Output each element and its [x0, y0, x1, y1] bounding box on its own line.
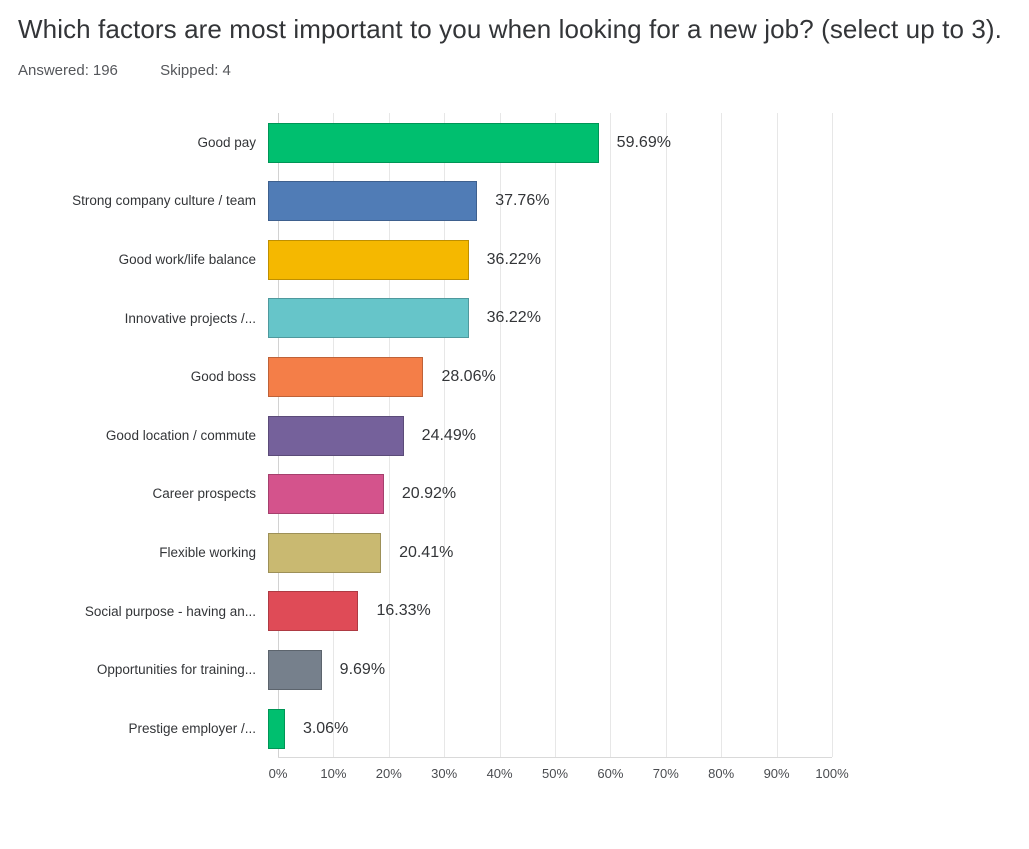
gridline [832, 113, 833, 758]
value-label: 20.92% [401, 485, 457, 503]
x-tick-label: 60% [597, 765, 624, 781]
bar[interactable] [268, 356, 424, 397]
gridline [444, 113, 446, 758]
category-label: Strong company culture / team [72, 193, 256, 209]
category-label: Prestige employer /... [128, 720, 256, 736]
bar-track: 16.33% [268, 582, 822, 641]
bar-row: Career prospects 20.92% [18, 465, 1008, 524]
x-tick-label: 20% [375, 765, 402, 781]
x-tick-label: 70% [652, 765, 679, 781]
value-label: 36.22% [486, 250, 541, 268]
bar-track: 9.69% [268, 641, 822, 700]
answer-stats: Answered: 196 Skipped: 4 [18, 62, 1011, 79]
bar-row: Good work/life balance 36.22% [18, 231, 1008, 290]
bar[interactable] [268, 415, 404, 456]
value-label: 36.22% [486, 309, 541, 327]
bar[interactable] [268, 181, 478, 222]
x-tick-label: 0% [268, 765, 288, 781]
category-label: Good location / commute [105, 427, 256, 443]
bar-row: Innovative projects /... 36.22% [18, 289, 1008, 348]
gridline [610, 113, 612, 758]
answered-label: Answered: [18, 62, 89, 80]
answered-value: 196 [92, 62, 118, 80]
x-axis: 0% 10% 20% 30% 40% 50% 60% 70% 80% 90% 100% [269, 765, 849, 790]
value-label: 37.76% [495, 192, 550, 210]
bar[interactable] [268, 122, 599, 163]
value-label: 28.06% [441, 367, 496, 385]
bar-track: 59.69% [268, 113, 822, 172]
bar-row: Opportunities for training... 9.69% [18, 641, 1008, 700]
bar-rows: Good pay 59.69% Strong company culture / t… [18, 113, 1008, 758]
bar-row: Good boss 28.06% [18, 348, 1008, 407]
bar-track: 36.22% [268, 289, 822, 348]
x-tick-label: 50% [541, 765, 569, 781]
category-label: Good work/life balance [118, 252, 256, 268]
value-label: 59.69% [616, 133, 671, 151]
gridline [721, 113, 723, 758]
bar[interactable] [268, 532, 382, 573]
value-label: 24.49% [421, 426, 476, 444]
bar[interactable] [268, 591, 359, 632]
bar[interactable] [268, 298, 469, 339]
category-label: Social purpose - having an... [84, 603, 256, 619]
bar-track: 20.92% [268, 465, 822, 524]
category-label: Good pay [197, 134, 256, 150]
bar-row: Good location / commute 24.49% [18, 406, 1008, 465]
bar-track: 37.76% [268, 172, 822, 231]
bar-track: 28.06% [268, 348, 822, 407]
gridline [499, 113, 501, 758]
bar-track: 20.41% [268, 523, 822, 582]
category-label: Good boss [190, 369, 256, 385]
value-label: 9.69% [339, 660, 386, 678]
question-title: Which factors are most important to you … [18, 14, 1002, 44]
value-label: 16.33% [376, 602, 431, 620]
skipped-value: 4 [222, 62, 231, 80]
x-tick-label: 30% [431, 765, 458, 781]
x-tick-label: 100% [815, 765, 849, 781]
x-tick-label: 10% [320, 765, 347, 781]
bar-row: Strong company culture / team 37.76% [18, 172, 1008, 231]
bar-chart: Good pay 59.69% Strong company culture / t… [18, 113, 1008, 790]
gridline [665, 113, 667, 758]
category-label: Opportunities for training... [96, 662, 256, 678]
bar-track: 3.06% [268, 699, 822, 758]
bar-row: Prestige employer /... 3.06% [18, 699, 1008, 758]
bar-row: Good pay 59.69% [18, 113, 1008, 172]
value-label: 3.06% [302, 719, 349, 737]
value-label: 20.41% [399, 543, 454, 561]
gridline [555, 113, 556, 758]
bar-track: 36.22% [268, 231, 822, 290]
category-label: Career prospects [152, 486, 256, 502]
bar[interactable] [268, 239, 469, 280]
bar[interactable] [268, 474, 384, 515]
x-tick-label: 90% [763, 765, 790, 781]
answered-stat: Answered: 196 [18, 62, 118, 79]
category-label: Flexible working [159, 544, 256, 560]
x-tick-label: 40% [486, 765, 513, 781]
bar[interactable] [268, 708, 285, 749]
gridline [776, 113, 778, 758]
skipped-label: Skipped: [160, 62, 219, 80]
bar-track: 24.49% [268, 406, 822, 465]
bar-row: Flexible working 20.41% [18, 523, 1008, 582]
x-tick-label: 80% [708, 765, 735, 781]
skipped-stat: Skipped: 4 [160, 62, 231, 79]
bar-row: Social purpose - having an... 16.33% [18, 582, 1008, 641]
bar[interactable] [268, 649, 322, 690]
category-label: Innovative projects /... [124, 310, 256, 326]
